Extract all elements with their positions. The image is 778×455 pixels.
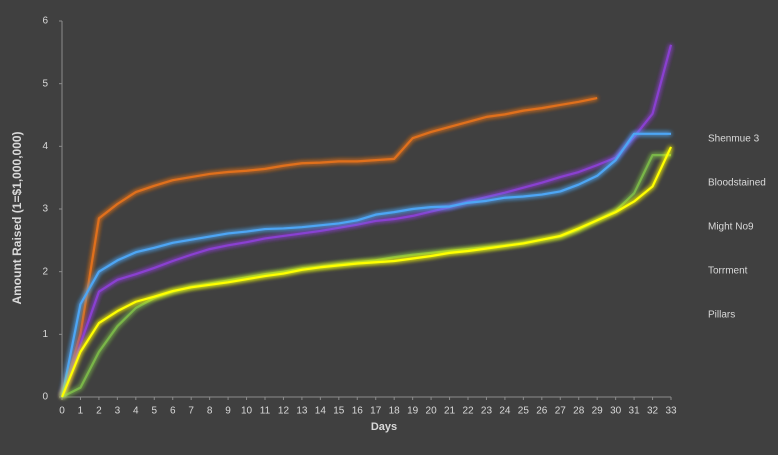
- x-tick-label: 18: [389, 406, 401, 417]
- x-tick-label: 17: [370, 406, 382, 417]
- y-axis-title: Amount Raised (1=$1,000,000): [10, 131, 24, 304]
- x-tick-label: 32: [647, 406, 659, 417]
- x-tick-label: 20: [426, 406, 438, 417]
- x-tick-label: 22: [462, 406, 474, 417]
- series-line: [60, 132, 671, 398]
- x-tick-label: 10: [241, 406, 253, 417]
- x-tick-label: 1: [78, 406, 84, 417]
- x-tick-label: 21: [444, 406, 456, 417]
- x-axis-title: Days: [371, 421, 397, 433]
- x-tick-label: 13: [296, 406, 308, 417]
- y-tick-label: 3: [42, 204, 48, 215]
- x-tick-label: 26: [536, 406, 548, 417]
- y-tick-label: 4: [42, 141, 48, 152]
- legend-label: Shenmue 3: [708, 134, 760, 145]
- x-tick-label: 14: [315, 406, 327, 417]
- y-tick-label: 5: [42, 78, 48, 89]
- x-tick-label: 2: [96, 406, 102, 417]
- x-tick-label: 29: [592, 406, 604, 417]
- x-tick-label: 8: [207, 406, 213, 417]
- x-tick-label: 0: [59, 406, 65, 417]
- y-tick-label: 2: [42, 266, 48, 277]
- x-tick-label: 5: [151, 406, 157, 417]
- x-tick-label: 27: [555, 406, 567, 417]
- y-tick-label: 6: [42, 16, 48, 27]
- x-tick-label: 28: [573, 406, 585, 417]
- legend-label: Pillars: [708, 310, 735, 321]
- x-tick-label: 23: [481, 406, 493, 417]
- x-tick-label: 3: [115, 406, 121, 417]
- x-tick-label: 6: [170, 406, 176, 417]
- x-tick-label: 30: [610, 406, 622, 417]
- x-tick-label: 7: [188, 406, 194, 417]
- x-tick-label: 16: [352, 406, 364, 417]
- x-tick-label: 25: [518, 406, 530, 417]
- legend-label: Might No9: [708, 222, 754, 233]
- legend-label: Torrment: [708, 266, 748, 277]
- x-tick-label: 31: [629, 406, 641, 417]
- x-tick-label: 12: [278, 406, 290, 417]
- series-line: [60, 146, 672, 398]
- series-line: [60, 97, 598, 398]
- legend-label: Bloodstained: [708, 178, 766, 189]
- x-tick-label: 9: [225, 406, 231, 417]
- x-tick-label: 11: [260, 406, 271, 417]
- x-tick-label: 24: [499, 406, 511, 417]
- x-tick-label: 15: [333, 406, 345, 417]
- x-tick-label: 33: [665, 406, 677, 417]
- x-tick-label: 19: [407, 406, 419, 417]
- x-tick-label: 4: [133, 406, 139, 417]
- y-tick-label: 1: [42, 329, 48, 340]
- y-tick-label: 0: [42, 392, 48, 403]
- series-line: [60, 44, 673, 398]
